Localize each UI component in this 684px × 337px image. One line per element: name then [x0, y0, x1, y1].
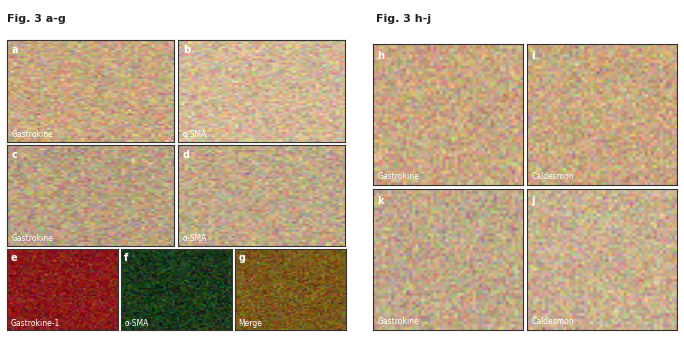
Text: Fig. 3 a-g: Fig. 3 a-g [7, 14, 66, 24]
Text: Gastrokine: Gastrokine [12, 129, 53, 139]
Text: a: a [12, 45, 18, 56]
Text: e: e [10, 253, 17, 264]
Text: Merge: Merge [238, 319, 262, 328]
Text: Gastrokine-1: Gastrokine-1 [10, 319, 60, 328]
Text: Caldesmon: Caldesmon [531, 317, 574, 326]
Text: α-SMA: α-SMA [183, 129, 207, 139]
Text: f: f [124, 253, 129, 264]
Text: h: h [378, 51, 384, 61]
Text: Caldesmon: Caldesmon [531, 172, 574, 181]
Text: Fig. 3 h-j: Fig. 3 h-j [376, 14, 431, 24]
Text: α-SMA: α-SMA [124, 319, 148, 328]
Text: k: k [378, 196, 384, 206]
Text: d: d [183, 150, 190, 160]
Text: Gastrokine: Gastrokine [12, 234, 53, 243]
Text: g: g [238, 253, 245, 264]
Text: i: i [531, 51, 535, 61]
Text: b: b [183, 45, 190, 56]
Text: Gastrokine: Gastrokine [378, 172, 419, 181]
Text: j: j [531, 196, 535, 206]
Text: c: c [12, 150, 18, 160]
Text: Gastrokine: Gastrokine [378, 317, 419, 326]
Text: α-SMA: α-SMA [183, 234, 207, 243]
